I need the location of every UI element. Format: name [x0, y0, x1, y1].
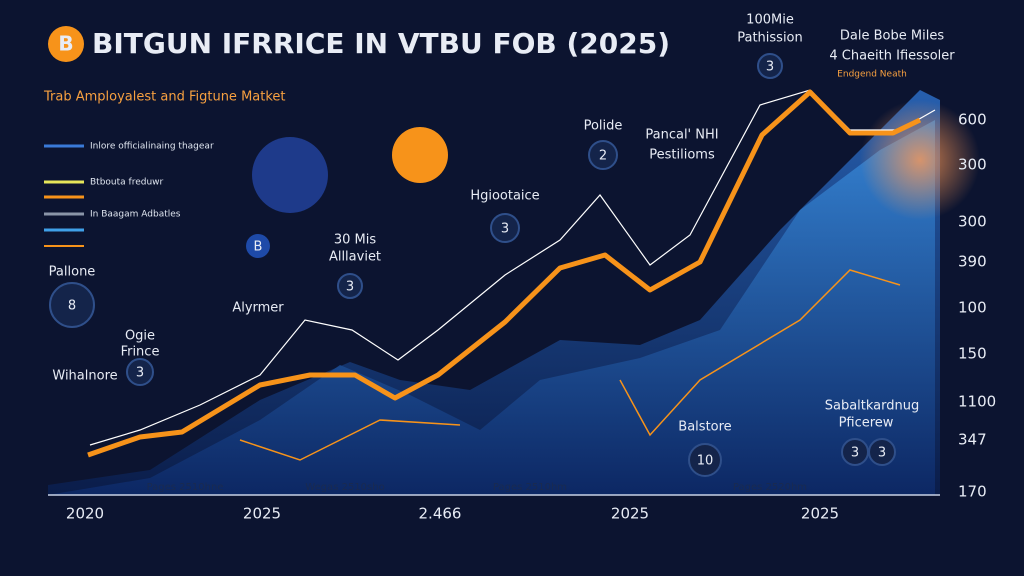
- annotation: Balstore: [678, 420, 731, 435]
- right-label: 1100: [958, 393, 996, 411]
- period-label: Pages 2510hne: [147, 482, 224, 493]
- decor-coin: [392, 127, 448, 183]
- bubble-label: 3: [766, 60, 774, 75]
- period-label: Pages 2510hm: [493, 482, 567, 493]
- bubble-label: 10: [697, 454, 714, 469]
- x-labels: 2020 2025 2.466 2025 2025: [66, 505, 839, 523]
- bubble: [757, 53, 783, 79]
- annotation: 4 Chaeith Ifiessoler: [829, 49, 955, 64]
- line-orange: [87, 89, 922, 458]
- legend-label: In Baagam Adbatles: [90, 210, 181, 220]
- x-label: 2025: [801, 505, 839, 523]
- annotation: Pathission: [737, 31, 803, 46]
- bubble: [246, 234, 270, 258]
- right-label: 170: [958, 483, 987, 501]
- bubble-label: 2: [599, 149, 607, 164]
- bubble-label: 3: [501, 222, 509, 237]
- bubble: [126, 358, 154, 386]
- bubble: [490, 213, 520, 243]
- annotation: 30 Mis: [334, 233, 377, 248]
- right-label: 390: [958, 253, 987, 271]
- annotation: Frince: [121, 345, 160, 360]
- bubble: [588, 140, 618, 170]
- annotation: Alyrmer: [232, 301, 284, 316]
- x-label: 2.466: [419, 505, 462, 523]
- legend-label: Inlore officialinaing thagear: [90, 142, 214, 152]
- annotation: Sabaltkardnug: [825, 399, 920, 414]
- annotation: Dale Bobe Miles: [840, 29, 944, 44]
- x-label: 2025: [243, 505, 281, 523]
- decor-circle: [252, 137, 328, 213]
- annotation: Endgend Neath: [837, 70, 907, 80]
- legend: Inlore officialinaing thagear Btbouta fr…: [44, 142, 214, 247]
- right-label: 600: [958, 111, 987, 129]
- bubble-label: 3: [851, 446, 859, 461]
- subtitle: Trab Amployalest and Figtune Matket: [43, 90, 286, 105]
- bubble: [868, 438, 896, 466]
- period-labels: Pages 2510hne Wegas 2510sho Pages 2510hm Pa…: [147, 482, 808, 493]
- bubble: [337, 273, 363, 299]
- bubble-label: 3: [346, 280, 354, 295]
- bubbles: 3 2 3 3 3 10 3 3 8 B: [49, 53, 896, 477]
- annotation: Pficerew: [839, 416, 894, 431]
- annotation: Polide: [584, 119, 623, 134]
- annotation: Wihalnore: [52, 369, 117, 384]
- line-orange-thin: [619, 269, 901, 437]
- annotation: Alllaviet: [329, 250, 381, 265]
- right-label: 100: [958, 299, 987, 317]
- annotation: Hgiootaice: [470, 189, 539, 204]
- logo-text: B: [58, 32, 73, 56]
- legend-label: Btbouta freduwr: [90, 178, 164, 188]
- right-label: 300: [958, 213, 987, 231]
- bubble-label: 3: [136, 366, 144, 381]
- title: BITGUN IFRRICE IN VTBU FOB (2025): [92, 27, 670, 60]
- annotation: Pallone: [49, 265, 96, 280]
- bubble-label: B: [254, 240, 263, 255]
- annotation: Pancal' NHI: [645, 128, 718, 143]
- period-label: Pages 2520hm: [733, 482, 807, 493]
- bubble: [49, 282, 95, 328]
- x-label: 2025: [611, 505, 649, 523]
- bubble: [688, 443, 722, 477]
- annotation: Ogie: [125, 329, 155, 344]
- annotations: 100Mie Pathission Dale Bobe Miles 4 Chae…: [49, 13, 956, 435]
- x-label: 2020: [66, 505, 104, 523]
- right-label: 150: [958, 345, 987, 363]
- annotation: Pestilioms: [649, 148, 715, 163]
- right-label: 300: [958, 156, 987, 174]
- bubble-label: 8: [68, 299, 76, 314]
- area-front: [48, 120, 935, 495]
- annotation: 100Mie: [746, 13, 794, 28]
- logo: [48, 26, 84, 62]
- period-label: Wegas 2510sho: [305, 482, 384, 493]
- right-label: 347: [958, 431, 987, 449]
- bubble-label: 3: [878, 446, 886, 461]
- line-orange-thin: [239, 419, 461, 461]
- right-labels: 600 300 300 390 100 150 1100 347 170: [958, 111, 996, 501]
